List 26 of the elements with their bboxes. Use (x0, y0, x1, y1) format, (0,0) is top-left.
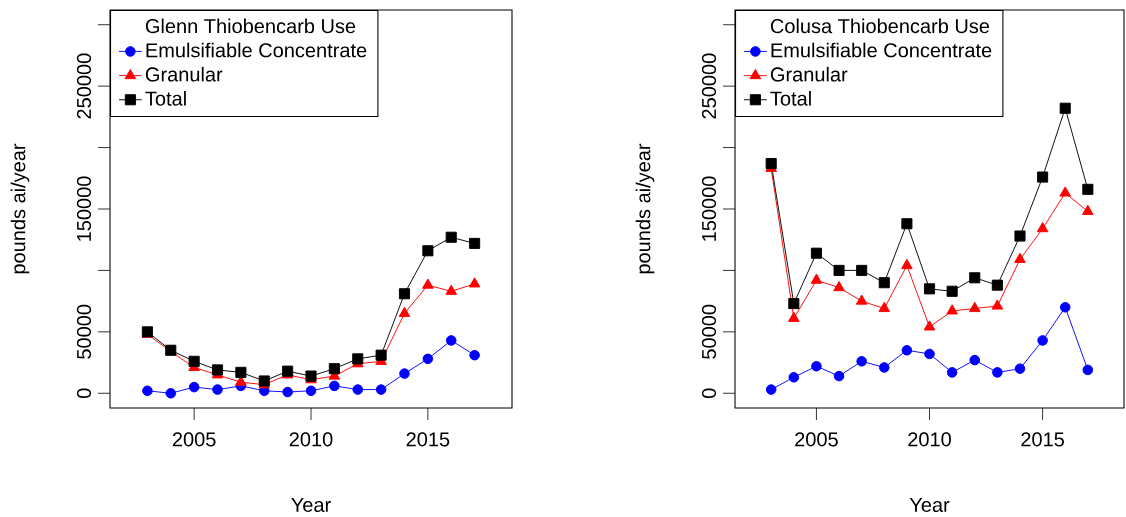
x-tick-label: 2005 (172, 432, 216, 447)
y-tick-label: 250000 (701, 53, 717, 119)
y-tick-label: 250000 (76, 53, 92, 119)
x-axis-title: Year (909, 498, 950, 512)
y-tick-label: 0 (701, 388, 717, 399)
legend-label: Emulsifiable Concentrate (146, 42, 367, 58)
x-tick-label: 2010 (908, 432, 951, 447)
legend-label: Granular (770, 66, 848, 82)
y-tick-label: 0 (76, 388, 92, 399)
y-axis-title: pounds ai/year (635, 143, 655, 274)
y-tick-label: 150000 (701, 176, 717, 241)
y-axis-title: pounds ai/year (10, 143, 30, 274)
x-tick-label: 2010 (289, 432, 333, 447)
y-tick-label: 50000 (76, 304, 92, 359)
x-axis-title: Year (291, 498, 331, 512)
x-tick-label: 2015 (406, 432, 450, 447)
legend-label: Total (145, 91, 186, 106)
x-tick-label: 2015 (1021, 432, 1064, 447)
y-tick-label: 50000 (701, 304, 717, 359)
legend-label: Granular (145, 66, 223, 82)
legend-title: Colusa Thiobencarb Use (770, 18, 990, 34)
y-tick-label: 150000 (76, 176, 92, 241)
legend-label: Emulsifiable Concentrate (771, 42, 992, 58)
legend-title: Glenn Thiobencarb Use (145, 18, 356, 34)
legend-label: Total (770, 91, 811, 106)
x-tick-label: 2005 (795, 432, 838, 447)
